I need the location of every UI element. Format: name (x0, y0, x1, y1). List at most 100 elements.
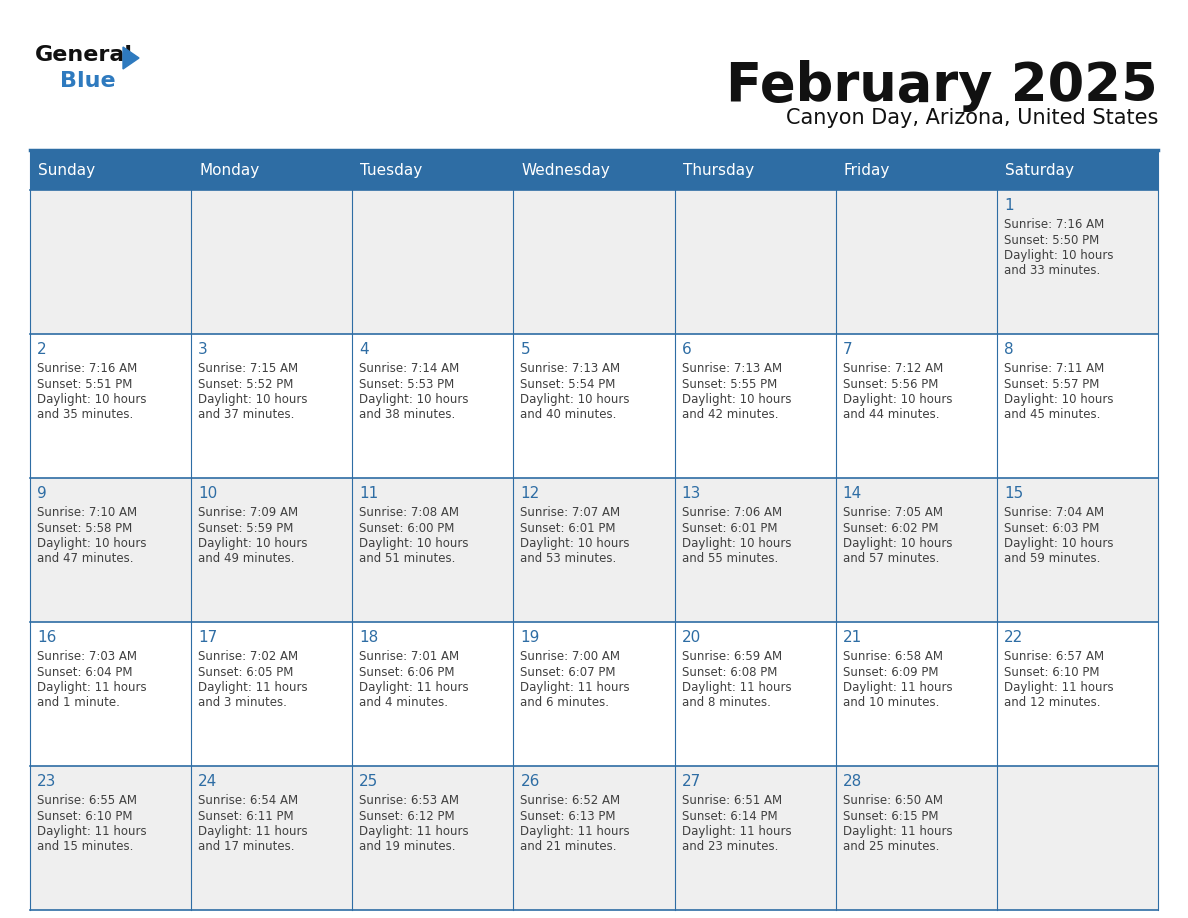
Bar (353, 152, 513, 190)
Text: 20: 20 (682, 630, 701, 645)
Bar (30, 334, 191, 478)
Text: Thursday: Thursday (683, 163, 753, 178)
Text: Sunrise: 6:59 AM: Sunrise: 6:59 AM (682, 650, 782, 663)
Bar (513, 766, 675, 910)
Text: and 35 minutes.: and 35 minutes. (37, 409, 133, 421)
Text: Sunset: 6:02 PM: Sunset: 6:02 PM (842, 521, 939, 534)
Bar (835, 152, 997, 190)
Bar (675, 334, 835, 478)
Bar (30, 478, 191, 622)
Text: and 57 minutes.: and 57 minutes. (842, 553, 939, 565)
Text: Sunrise: 7:00 AM: Sunrise: 7:00 AM (520, 650, 620, 663)
Text: Daylight: 11 hours: Daylight: 11 hours (198, 825, 308, 838)
Text: and 12 minutes.: and 12 minutes. (1004, 697, 1100, 710)
Text: Saturday: Saturday (1005, 163, 1074, 178)
Text: 12: 12 (520, 486, 539, 501)
Text: and 8 minutes.: and 8 minutes. (682, 697, 771, 710)
Bar (835, 478, 997, 622)
Bar (835, 622, 997, 766)
Text: Daylight: 10 hours: Daylight: 10 hours (520, 393, 630, 406)
Text: and 10 minutes.: and 10 minutes. (842, 697, 939, 710)
Text: Sunrise: 7:13 AM: Sunrise: 7:13 AM (520, 362, 620, 375)
Text: Sunset: 6:01 PM: Sunset: 6:01 PM (520, 521, 615, 534)
Text: Sunrise: 7:08 AM: Sunrise: 7:08 AM (359, 506, 460, 519)
Text: 2: 2 (37, 342, 46, 357)
Text: Sunset: 5:57 PM: Sunset: 5:57 PM (1004, 377, 1099, 390)
Text: 15: 15 (1004, 486, 1023, 501)
Bar (30, 622, 191, 766)
Bar (997, 190, 1158, 334)
Bar (353, 190, 513, 334)
Text: and 45 minutes.: and 45 minutes. (1004, 409, 1100, 421)
Text: General: General (34, 45, 133, 65)
Text: Sunrise: 7:05 AM: Sunrise: 7:05 AM (842, 506, 943, 519)
Text: Sunrise: 7:10 AM: Sunrise: 7:10 AM (37, 506, 137, 519)
Text: 25: 25 (359, 774, 379, 789)
Text: Sunrise: 7:09 AM: Sunrise: 7:09 AM (198, 506, 298, 519)
Text: Sunrise: 7:02 AM: Sunrise: 7:02 AM (198, 650, 298, 663)
Text: Daylight: 10 hours: Daylight: 10 hours (520, 537, 630, 550)
Text: Friday: Friday (843, 163, 890, 178)
Bar (997, 478, 1158, 622)
Text: 24: 24 (198, 774, 217, 789)
Bar (675, 152, 835, 190)
Text: Sunrise: 7:03 AM: Sunrise: 7:03 AM (37, 650, 137, 663)
Text: and 40 minutes.: and 40 minutes. (520, 409, 617, 421)
Text: Daylight: 10 hours: Daylight: 10 hours (37, 393, 146, 406)
Text: 23: 23 (37, 774, 56, 789)
Text: February 2025: February 2025 (726, 60, 1158, 112)
Text: Sunset: 6:03 PM: Sunset: 6:03 PM (1004, 521, 1099, 534)
Text: 19: 19 (520, 630, 539, 645)
Text: Sunset: 6:11 PM: Sunset: 6:11 PM (198, 810, 293, 823)
Text: 6: 6 (682, 342, 691, 357)
Text: Daylight: 10 hours: Daylight: 10 hours (1004, 249, 1113, 262)
Bar (675, 766, 835, 910)
Bar (353, 478, 513, 622)
Bar (191, 190, 353, 334)
Text: Sunset: 6:06 PM: Sunset: 6:06 PM (359, 666, 455, 678)
Text: and 4 minutes.: and 4 minutes. (359, 697, 448, 710)
Text: Sunset: 6:12 PM: Sunset: 6:12 PM (359, 810, 455, 823)
Text: Daylight: 11 hours: Daylight: 11 hours (37, 681, 146, 694)
Text: Sunset: 6:01 PM: Sunset: 6:01 PM (682, 521, 777, 534)
Text: 7: 7 (842, 342, 852, 357)
Text: Daylight: 11 hours: Daylight: 11 hours (520, 825, 630, 838)
Text: Sunset: 5:59 PM: Sunset: 5:59 PM (198, 521, 293, 534)
Text: 21: 21 (842, 630, 862, 645)
Text: Sunrise: 7:14 AM: Sunrise: 7:14 AM (359, 362, 460, 375)
Bar (513, 334, 675, 478)
Text: 9: 9 (37, 486, 46, 501)
Bar (513, 622, 675, 766)
Text: and 3 minutes.: and 3 minutes. (198, 697, 287, 710)
Text: 13: 13 (682, 486, 701, 501)
Text: 5: 5 (520, 342, 530, 357)
Bar (835, 190, 997, 334)
Text: Daylight: 10 hours: Daylight: 10 hours (1004, 537, 1113, 550)
Text: Daylight: 11 hours: Daylight: 11 hours (1004, 681, 1113, 694)
Bar (997, 152, 1158, 190)
Text: Wednesday: Wednesday (522, 163, 611, 178)
Text: and 42 minutes.: and 42 minutes. (682, 409, 778, 421)
Text: and 17 minutes.: and 17 minutes. (198, 841, 295, 854)
Text: Sunset: 6:14 PM: Sunset: 6:14 PM (682, 810, 777, 823)
Text: Daylight: 10 hours: Daylight: 10 hours (198, 393, 308, 406)
Text: and 51 minutes.: and 51 minutes. (359, 553, 456, 565)
Text: Daylight: 10 hours: Daylight: 10 hours (198, 537, 308, 550)
Text: Daylight: 10 hours: Daylight: 10 hours (1004, 393, 1113, 406)
Polygon shape (124, 47, 139, 69)
Text: 4: 4 (359, 342, 369, 357)
Text: 16: 16 (37, 630, 56, 645)
Text: 1: 1 (1004, 198, 1013, 213)
Text: and 49 minutes.: and 49 minutes. (198, 553, 295, 565)
Bar (997, 334, 1158, 478)
Text: and 21 minutes.: and 21 minutes. (520, 841, 617, 854)
Text: Sunset: 5:58 PM: Sunset: 5:58 PM (37, 521, 132, 534)
Text: Blue: Blue (61, 71, 115, 91)
Text: Sunrise: 6:51 AM: Sunrise: 6:51 AM (682, 794, 782, 807)
Text: Sunset: 6:09 PM: Sunset: 6:09 PM (842, 666, 939, 678)
Bar (191, 334, 353, 478)
Text: and 37 minutes.: and 37 minutes. (198, 409, 295, 421)
Text: Daylight: 11 hours: Daylight: 11 hours (359, 825, 469, 838)
Text: and 33 minutes.: and 33 minutes. (1004, 264, 1100, 277)
Text: Daylight: 11 hours: Daylight: 11 hours (842, 681, 953, 694)
